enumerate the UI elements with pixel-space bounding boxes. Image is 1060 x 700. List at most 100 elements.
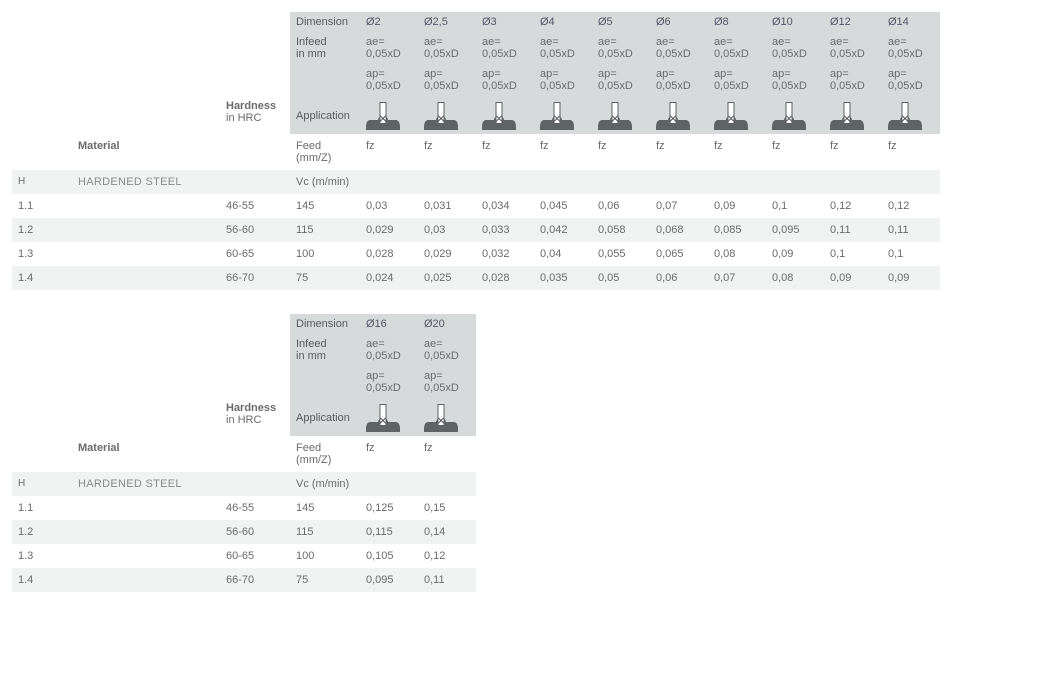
diameter-header: Ø6 [650, 12, 708, 32]
fz-value: 0,125 [360, 496, 418, 520]
fz-value: 0,04 [534, 242, 592, 266]
vc-value: 115 [290, 218, 360, 242]
fz-value: 0,14 [418, 520, 476, 544]
application-cell [476, 96, 534, 134]
vc-value: 75 [290, 266, 360, 290]
hardness-value: 46-55 [220, 496, 290, 520]
diameter-header: Ø2,5 [418, 12, 476, 32]
infeed-ap: ap=0,05xD [418, 366, 476, 398]
infeed-ap: ap=0,05xD [360, 64, 418, 96]
application-icon [888, 102, 922, 130]
fz-value: 0,11 [824, 218, 882, 242]
fz-value: 0,058 [592, 218, 650, 242]
infeed-label: Infeedin mm [290, 32, 360, 96]
infeed-ap: ap=0,05xD [882, 64, 940, 96]
fz-value: 0,08 [708, 242, 766, 266]
hardness-value: 56-60 [220, 218, 290, 242]
row-code: 1.2 [12, 520, 72, 544]
cutting-data-table: DimensionØ16Ø20Infeedin mmae=0,05xDae=0,… [12, 314, 476, 592]
row-code: 1.1 [12, 496, 72, 520]
fz-value: 0,15 [418, 496, 476, 520]
fz-value: 0,09 [766, 242, 824, 266]
infeed-ap: ap=0,05xD [360, 366, 418, 398]
hardness-value: 66-70 [220, 568, 290, 592]
infeed-ae: ae=0,05xD [476, 32, 534, 64]
fz-value: 0,1 [882, 242, 940, 266]
dimension-label: Dimension [290, 314, 360, 334]
fz-value: 0,095 [766, 218, 824, 242]
fz-label: fz [476, 134, 534, 170]
infeed-ae: ae=0,05xD [708, 32, 766, 64]
table-row: 1.146-551450,030,0310,0340,0450,060,070,… [12, 194, 940, 218]
application-icon [482, 102, 516, 130]
infeed-ae: ae=0,05xD [360, 32, 418, 64]
application-icon [424, 404, 458, 432]
application-icon [714, 102, 748, 130]
application-icon [656, 102, 690, 130]
fz-value: 0,031 [418, 194, 476, 218]
fz-value: 0,045 [534, 194, 592, 218]
application-icon [830, 102, 864, 130]
vc-value: 115 [290, 520, 360, 544]
row-code: 1.1 [12, 194, 72, 218]
vc-value: 145 [290, 194, 360, 218]
fz-value: 0,028 [360, 242, 418, 266]
fz-label: fz [360, 134, 418, 170]
application-cell [650, 96, 708, 134]
vc-label: Vc (m/min) [290, 472, 360, 496]
vc-value: 145 [290, 496, 360, 520]
infeed-ae: ae=0,05xD [418, 334, 476, 366]
fz-label: fz [650, 134, 708, 170]
material-section-row: HHARDENED STEELVc (m/min) [12, 170, 940, 194]
fz-value: 0,09 [824, 266, 882, 290]
fz-value: 0,028 [476, 266, 534, 290]
application-cell [534, 96, 592, 134]
diameter-header: Ø20 [418, 314, 476, 334]
fz-value: 0,029 [360, 218, 418, 242]
application-icon [772, 102, 806, 130]
table-row: 1.466-70750,0950,11 [12, 568, 476, 592]
hardness-value: 66-70 [220, 266, 290, 290]
infeed-ae: ae=0,05xD [882, 32, 940, 64]
row-code: 1.3 [12, 544, 72, 568]
row-code: 1.3 [12, 242, 72, 266]
infeed-label: Infeedin mm [290, 334, 360, 398]
table-row: 1.256-601150,0290,030,0330,0420,0580,068… [12, 218, 940, 242]
vc-value: 100 [290, 544, 360, 568]
infeed-ap: ap=0,05xD [476, 64, 534, 96]
material-label: Material [72, 436, 220, 472]
row-code: 1.2 [12, 218, 72, 242]
fz-label: fz [708, 134, 766, 170]
material-label: Material [72, 134, 220, 170]
fz-label: fz [592, 134, 650, 170]
fz-value: 0,025 [418, 266, 476, 290]
vc-label: Vc (m/min) [290, 170, 360, 194]
feed-label: Feed (mm/Z) [290, 134, 360, 170]
fz-value: 0,035 [534, 266, 592, 290]
infeed-ap: ap=0,05xD [766, 64, 824, 96]
fz-value: 0,07 [708, 266, 766, 290]
fz-value: 0,032 [476, 242, 534, 266]
fz-label: fz [418, 436, 476, 472]
table-row: 1.360-651000,0280,0290,0320,040,0550,065… [12, 242, 940, 266]
feed-label: Feed (mm/Z) [290, 436, 360, 472]
fz-value: 0,068 [650, 218, 708, 242]
fz-value: 0,105 [360, 544, 418, 568]
fz-value: 0,06 [650, 266, 708, 290]
infeed-ap: ap=0,05xD [534, 64, 592, 96]
fz-value: 0,08 [766, 266, 824, 290]
fz-value: 0,024 [360, 266, 418, 290]
fz-value: 0,03 [360, 194, 418, 218]
fz-value: 0,1 [766, 194, 824, 218]
cutting-data-table: DimensionØ2Ø2,5Ø3Ø4Ø5Ø6Ø8Ø10Ø12Ø14Infeed… [12, 12, 940, 290]
diameter-header: Ø3 [476, 12, 534, 32]
section-code: H [12, 472, 72, 496]
infeed-ae: ae=0,05xD [360, 334, 418, 366]
application-label: Application [290, 398, 360, 436]
fz-value: 0,12 [418, 544, 476, 568]
table-row: 1.360-651000,1050,12 [12, 544, 476, 568]
fz-value: 0,042 [534, 218, 592, 242]
fz-value: 0,1 [824, 242, 882, 266]
application-icon [598, 102, 632, 130]
table-row: 1.466-70750,0240,0250,0280,0350,050,060,… [12, 266, 940, 290]
